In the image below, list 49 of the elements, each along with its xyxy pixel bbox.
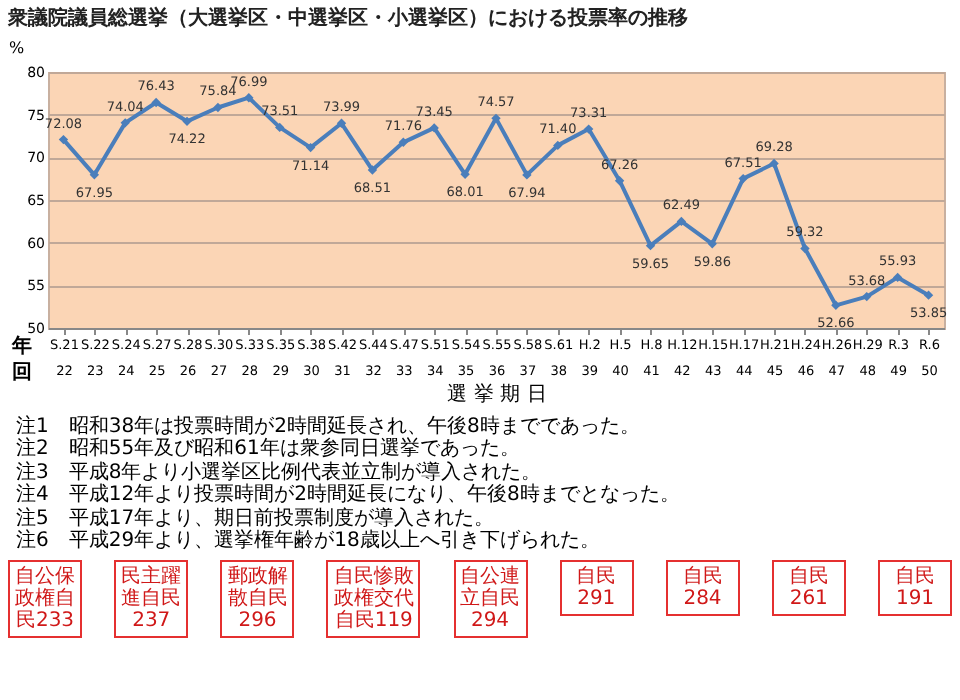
point <box>614 176 625 186</box>
text: 自民惨敗政権交代自民119 <box>326 560 421 638</box>
point <box>244 93 254 103</box>
point <box>305 142 316 153</box>
text: 自民261 <box>771 560 846 616</box>
point <box>676 216 687 227</box>
text: 注1 昭和38年は投票時間が2時間延長され、午後8時までであった。 <box>16 416 642 438</box>
text: 注5 平成17年より、期日前投票制度が導入された。 <box>16 507 497 530</box>
point <box>584 124 594 134</box>
text: 自民191 <box>878 560 952 616</box>
x-axis-title: 選 挙 期 日 <box>447 382 547 406</box>
text: 民主躍進自民237 <box>114 560 189 638</box>
point <box>738 173 748 184</box>
text: 注2 昭和55年及び昭和61年は衆参同日選挙であった。 <box>16 438 522 461</box>
point <box>553 140 563 151</box>
point <box>831 300 841 310</box>
point <box>923 290 934 300</box>
point <box>213 102 223 113</box>
point <box>367 165 378 175</box>
point <box>892 272 903 283</box>
point <box>336 118 347 128</box>
point <box>862 291 872 302</box>
point <box>398 137 408 147</box>
point <box>275 122 285 133</box>
text: 年 <box>12 336 32 358</box>
text: 注4 平成12年より投票時間が2時間延長になり、午後8時までとなった。 <box>16 484 680 507</box>
text: 注6 平成29年より、選挙権年齢が18歳以上へ引き下げられた。 <box>16 530 602 553</box>
point <box>522 170 532 180</box>
text: 注3 平成8年より小選挙区比例代表並立制が導入された。 <box>16 461 544 484</box>
text: 自民291 <box>559 560 634 616</box>
text: 自公保政権自民233 <box>8 560 82 638</box>
point <box>182 116 192 127</box>
point <box>151 97 161 108</box>
text: 郵政解散自民296 <box>220 560 295 638</box>
point <box>120 118 130 128</box>
text: 回 <box>12 362 32 384</box>
point <box>800 243 810 254</box>
y-axis-title: % <box>9 39 25 57</box>
point <box>89 170 100 180</box>
point <box>58 134 69 145</box>
point <box>707 239 717 249</box>
point <box>769 158 779 169</box>
point <box>460 169 470 179</box>
chart-title: 衆議院議員総選挙（大選挙区・中選挙区・小選挙区）における投票率の推移 <box>6 6 688 30</box>
text: 自民284 <box>665 560 740 616</box>
point <box>645 240 656 251</box>
text: 自公連立自民294 <box>453 560 527 638</box>
point <box>429 123 439 133</box>
point <box>491 113 501 124</box>
